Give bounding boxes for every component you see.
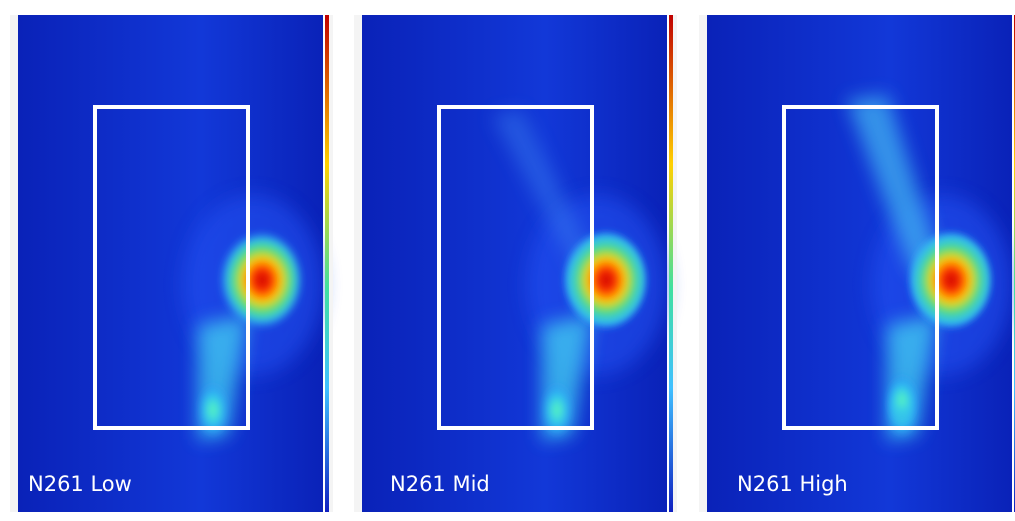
panel-label: N261 Low — [28, 472, 132, 496]
panel-mid: N261 Mid — [354, 15, 677, 512]
panel-label: N261 Mid — [390, 472, 490, 496]
panel-label: N261 High — [737, 472, 848, 496]
panel-high: N261 High — [699, 15, 1015, 512]
panel-low: N261 Low — [10, 15, 333, 512]
